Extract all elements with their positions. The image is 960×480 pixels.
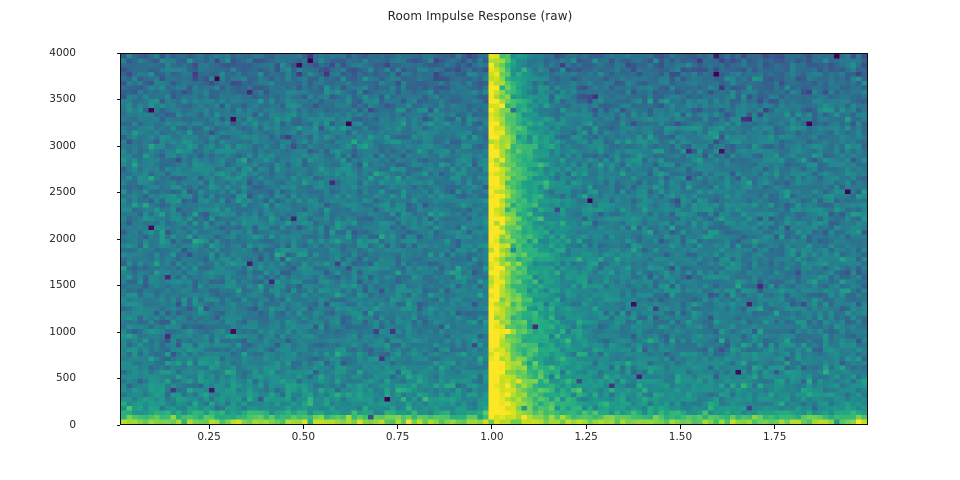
y-tick-mark	[116, 424, 120, 426]
x-tick-mark	[208, 425, 210, 429]
y-tick-label: 3000	[49, 139, 76, 152]
x-tick-mark	[491, 425, 493, 429]
x-tick-mark	[302, 425, 304, 429]
x-tick-mark	[679, 425, 681, 429]
y-tick-label: 1000	[49, 325, 76, 338]
y-tick-mark	[116, 378, 120, 379]
x-tick-mark	[585, 425, 587, 429]
y-tick-label: 2500	[49, 186, 76, 198]
y-tick-mark	[116, 192, 120, 193]
spectrogram-image	[121, 54, 867, 424]
y-tick-mark	[116, 285, 120, 286]
y-tick-mark	[116, 331, 120, 333]
x-tick-label: 1.25	[574, 431, 598, 443]
y-tick-mark	[116, 145, 120, 147]
x-tick-label: 0.50	[291, 431, 316, 443]
x-tick-label: 1.50	[668, 431, 693, 443]
y-tick-mark	[116, 52, 120, 54]
chart-title: Room Impulse Response (raw)	[387, 9, 573, 23]
y-tick-label: 0	[69, 418, 76, 431]
y-tick-mark	[116, 238, 120, 240]
x-tick-label: 0.75	[385, 431, 410, 443]
y-tick-label: 3500	[49, 93, 76, 105]
y-tick-label: 500	[55, 372, 76, 384]
y-tick-mark	[116, 99, 120, 100]
x-tick-label: 1.75	[763, 431, 787, 443]
x-tick-label: 0.25	[197, 431, 221, 443]
y-tick-label: 4000	[49, 46, 76, 59]
spectrogram-plot-area[interactable]	[120, 53, 868, 425]
y-tick-label: 2000	[49, 232, 76, 245]
y-tick-label: 1500	[49, 279, 76, 291]
x-tick-label: 1.00	[480, 431, 504, 443]
x-tick-mark	[774, 425, 776, 429]
x-tick-mark	[397, 425, 399, 429]
